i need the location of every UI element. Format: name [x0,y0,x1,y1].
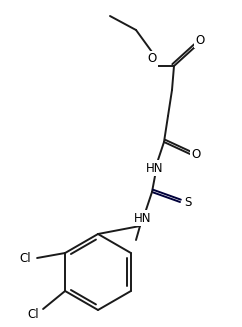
Text: HN: HN [146,162,164,175]
Text: O: O [195,33,205,46]
Text: O: O [191,147,201,161]
Text: Cl: Cl [19,251,31,265]
Text: S: S [184,196,192,209]
Text: O: O [147,53,157,65]
Text: Cl: Cl [27,308,39,321]
Text: HN: HN [134,212,152,225]
